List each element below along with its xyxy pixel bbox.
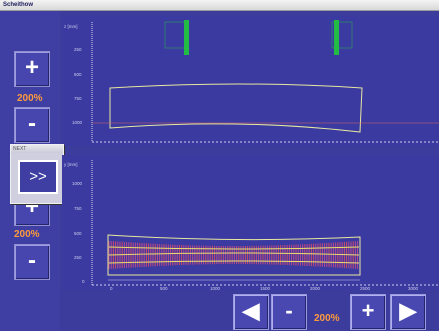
top-y-tick: 1000 (72, 120, 83, 125)
top-x-tick: 0 (110, 145, 113, 146)
bottom-zoom-out-button[interactable]: - (14, 244, 50, 280)
side-x-tick: 1500 (260, 286, 271, 290)
side-y-tick: 500 (74, 231, 82, 236)
top-y-tick: 500 (74, 72, 82, 77)
side-y-axis-label: y [mm] (64, 162, 78, 167)
side-y-tick: 750 (74, 206, 82, 211)
scroll-right-button[interactable]: ▶ (390, 294, 426, 330)
scroll-left-button[interactable]: ◀ (233, 294, 269, 330)
top-x-tick: 3000 (408, 145, 419, 146)
side-y-tick: 1000 (72, 181, 83, 186)
nav-zoom-level: 200% (314, 313, 340, 324)
nav-zoom-in-button[interactable]: + (350, 294, 386, 330)
side-x-tick: 3000 (408, 286, 419, 290)
top-x-tick: 2000 (310, 145, 321, 146)
side-y-tick: 0 (82, 279, 85, 284)
dialog-title: NEXT (11, 145, 63, 153)
right-sensor-frame (331, 21, 353, 49)
side-y-tick: 250 (74, 255, 82, 260)
top-x-tick: 1500 (260, 145, 271, 146)
top-x-tick: 500 (160, 145, 168, 146)
bottom-zoom-level: 200% (14, 229, 40, 240)
top-view-plot: z [mm] 250 500 750 1000 0 500 1000 1500 … (62, 16, 439, 150)
top-zoom-in-button[interactable]: + (14, 51, 50, 87)
top-y-axis-label: z [mm] (64, 24, 78, 29)
side-x-tick: 2500 (360, 286, 371, 290)
next-dialog: NEXT >> (10, 144, 64, 204)
nav-zoom-out-button[interactable]: - (271, 294, 307, 330)
profile-line (108, 252, 360, 256)
top-x-tick: 2500 (360, 145, 371, 146)
side-x-tick: 1000 (210, 286, 221, 290)
profile-line (108, 260, 360, 264)
top-y-tick: 250 (74, 47, 82, 52)
side-x-tick: 0 (110, 286, 113, 290)
side-view-svg: y [mm] 1000 750 500 250 0 0 500 1000 150… (64, 160, 439, 291)
profile-line (108, 246, 360, 250)
top-view-outline (109, 83, 363, 133)
window-title: Scheithow (3, 2, 34, 8)
side-x-tick: 2000 (310, 286, 321, 290)
top-x-tick: 1000 (210, 145, 221, 146)
side-view-scan-bands (108, 241, 360, 269)
left-sensor-marker (184, 20, 189, 55)
next-button[interactable]: >> (18, 160, 58, 194)
top-zoom-out-button[interactable]: - (14, 107, 50, 143)
window-titlebar: Scheithow (0, 0, 439, 11)
top-view-svg: z [mm] 250 500 750 1000 0 500 1000 1500 … (64, 20, 439, 150)
side-view-plot: y [mm] 1000 750 500 250 0 0 500 1000 150… (62, 155, 439, 291)
top-zoom-level: 200% (17, 93, 43, 104)
side-x-tick: 500 (160, 286, 168, 290)
side-view-outline (107, 234, 361, 276)
top-y-tick: 750 (74, 96, 82, 101)
right-sensor-marker (334, 20, 339, 55)
left-sensor-frame (164, 21, 186, 49)
